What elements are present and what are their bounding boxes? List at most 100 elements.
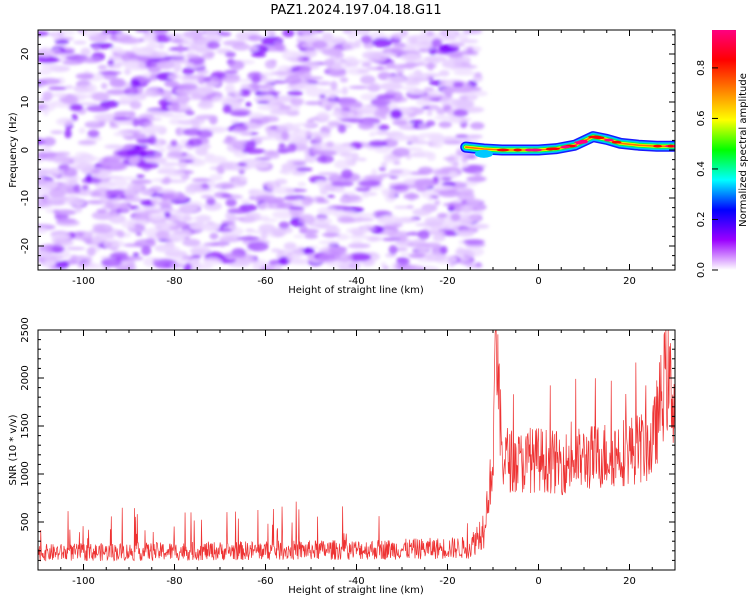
noise-blob bbox=[177, 43, 184, 54]
noise-blob bbox=[342, 191, 356, 195]
noise-blob bbox=[378, 166, 387, 172]
noise-blob bbox=[356, 213, 377, 218]
noise-blob bbox=[91, 92, 110, 102]
noise-blob bbox=[360, 35, 373, 44]
noise-blob bbox=[360, 93, 379, 101]
noise-blob bbox=[425, 120, 436, 127]
noise-blob bbox=[432, 234, 446, 242]
noise-blob bbox=[281, 162, 298, 172]
noise-blob bbox=[248, 30, 260, 36]
noise-blob bbox=[260, 91, 281, 95]
noise-blob bbox=[130, 179, 153, 185]
noise-blob bbox=[185, 53, 200, 59]
noise-blob bbox=[173, 62, 182, 73]
noise-blob bbox=[446, 156, 456, 161]
noise-blob bbox=[326, 194, 336, 198]
noise-blob bbox=[403, 193, 420, 200]
noise-blob bbox=[244, 249, 252, 253]
noise-blob bbox=[43, 260, 59, 266]
noise-blob bbox=[460, 39, 479, 44]
noise-blob bbox=[195, 114, 218, 120]
noise-blob bbox=[330, 181, 354, 187]
noise-blob bbox=[155, 230, 171, 240]
noise-blob bbox=[367, 84, 381, 92]
noise-blob bbox=[249, 139, 256, 146]
noise-blob bbox=[148, 213, 165, 221]
noise-blob bbox=[177, 83, 198, 91]
spectrogram-ytick-label: 10 bbox=[20, 96, 31, 109]
noise-blob bbox=[368, 140, 388, 147]
noise-blob bbox=[393, 205, 410, 209]
noise-blob bbox=[100, 82, 108, 90]
noise-blob bbox=[117, 266, 133, 270]
noise-blob bbox=[455, 134, 469, 139]
noise-blob bbox=[86, 246, 96, 257]
noise-blob bbox=[366, 66, 390, 71]
noise-blob bbox=[185, 96, 203, 101]
noise-blob bbox=[236, 162, 248, 167]
snr-ticks: -100 -80 -60 -40 -20 0 20 500 1000 1500 2000 2500 bbox=[20, 317, 676, 587]
noise-blob bbox=[117, 36, 138, 45]
noise-blob bbox=[96, 208, 107, 214]
noise-blob bbox=[259, 115, 279, 123]
noise-blob bbox=[51, 234, 72, 240]
noise-blob bbox=[74, 152, 90, 157]
noise-blob bbox=[204, 81, 220, 86]
noise-blob bbox=[265, 30, 273, 36]
noise-blob bbox=[396, 257, 408, 261]
noise-blob bbox=[247, 241, 269, 252]
noise-blob bbox=[403, 76, 427, 83]
noise-blob bbox=[93, 113, 108, 121]
noise-blob bbox=[38, 179, 59, 190]
noise-blob bbox=[426, 109, 433, 117]
noise-blob bbox=[311, 217, 333, 225]
noise-blob bbox=[101, 30, 123, 34]
noise-blob bbox=[209, 184, 223, 189]
noise-blob bbox=[310, 143, 322, 151]
noise-blob bbox=[73, 40, 87, 45]
noise-blob bbox=[303, 247, 315, 254]
noise-blob bbox=[316, 111, 331, 121]
noise-blob bbox=[197, 87, 214, 93]
noise-blob bbox=[87, 129, 100, 138]
noise-blob bbox=[203, 242, 223, 247]
noise-blob bbox=[443, 80, 455, 88]
noise-blob bbox=[326, 94, 336, 99]
noise-blob bbox=[226, 142, 245, 153]
noise-blob bbox=[131, 57, 139, 62]
noise-blob bbox=[316, 155, 335, 164]
noise-blob bbox=[312, 40, 328, 49]
noise-blob bbox=[156, 59, 175, 70]
noise-blob bbox=[251, 136, 272, 140]
noise-blob bbox=[87, 263, 103, 269]
noise-blob bbox=[99, 100, 119, 109]
noise-blob bbox=[388, 245, 398, 255]
noise-blob bbox=[282, 169, 292, 175]
spectrogram-xtick-label: -100 bbox=[72, 276, 95, 287]
noise-blob bbox=[337, 124, 347, 134]
noise-blob bbox=[269, 109, 292, 116]
noise-blob bbox=[424, 63, 437, 69]
noise-blob bbox=[143, 121, 154, 127]
noise-blob bbox=[392, 42, 406, 48]
noise-blob bbox=[107, 156, 128, 161]
noise-blob bbox=[134, 48, 153, 57]
noise-blob bbox=[425, 253, 447, 262]
noise-blob bbox=[65, 85, 74, 90]
spectrogram-ytick-label: 0 bbox=[20, 147, 31, 153]
noise-blob bbox=[49, 199, 66, 206]
noise-blob bbox=[263, 150, 278, 156]
noise-blob bbox=[400, 52, 423, 63]
noise-blob bbox=[293, 234, 305, 238]
noise-blob bbox=[371, 168, 378, 178]
noise-blob bbox=[127, 181, 143, 192]
noise-blob bbox=[185, 184, 203, 193]
noise-blob bbox=[374, 146, 392, 154]
noise-blob bbox=[206, 41, 221, 50]
noise-blob bbox=[109, 91, 123, 96]
noise-blob bbox=[38, 56, 60, 64]
noise-blob bbox=[379, 82, 403, 91]
noise-blob bbox=[286, 159, 307, 164]
noise-blob bbox=[304, 147, 311, 157]
noise-blob bbox=[152, 30, 170, 34]
